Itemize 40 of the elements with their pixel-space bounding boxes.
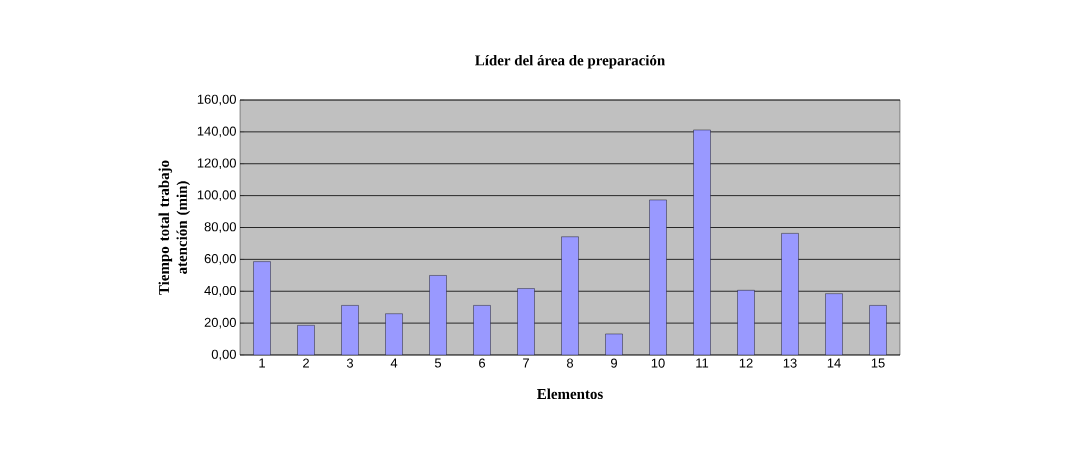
- bar: [341, 305, 359, 355]
- chart-title: Líder del área de preparación: [475, 54, 665, 69]
- bar: [825, 293, 843, 355]
- y-tick-label: 100,00: [197, 190, 236, 201]
- x-tick-label: 12: [739, 358, 753, 368]
- x-tick-label: 10: [651, 358, 665, 368]
- x-tick-label: 7: [523, 358, 529, 368]
- bar: [869, 305, 887, 355]
- x-tick-label: 4: [390, 358, 398, 368]
- bar: [253, 261, 271, 355]
- x-tick-label: 13: [783, 358, 797, 368]
- x-tick-label: 5: [434, 358, 442, 368]
- x-tick-label: 9: [611, 358, 617, 368]
- bar: [473, 305, 491, 355]
- x-tick-label: 15: [871, 358, 885, 368]
- y-tick-label: 140,00: [197, 126, 236, 138]
- x-tick-label: 14: [827, 358, 841, 368]
- bar: [781, 233, 799, 355]
- y-axis-title: Tiempo total trabajo atención (min): [158, 160, 191, 295]
- y-tick-label: 60,00: [204, 254, 236, 265]
- bar: [385, 313, 403, 355]
- y-tick-label: 120,00: [197, 158, 236, 170]
- y-tick-label: 20,00: [204, 317, 236, 329]
- y-tick-label: 160,00: [197, 94, 236, 106]
- x-tick-label: 8: [566, 358, 574, 368]
- bar: [561, 236, 579, 355]
- y-tick-label: 80,00: [204, 222, 236, 233]
- x-tick-label: 2: [303, 358, 309, 368]
- bar: [429, 275, 447, 355]
- x-axis-title: Elementos: [537, 388, 603, 400]
- y-tick-label: 40,00: [204, 285, 236, 297]
- x-tick-label: 6: [479, 358, 486, 368]
- x-tick-label: 11: [696, 358, 709, 368]
- bar: [517, 288, 535, 355]
- x-tick-label: 1: [259, 358, 265, 368]
- x-tick-label: 3: [346, 358, 354, 368]
- y-tick-label: 0,00: [211, 349, 236, 361]
- bar: [649, 199, 667, 355]
- bar: [737, 290, 755, 355]
- bar: [693, 129, 711, 355]
